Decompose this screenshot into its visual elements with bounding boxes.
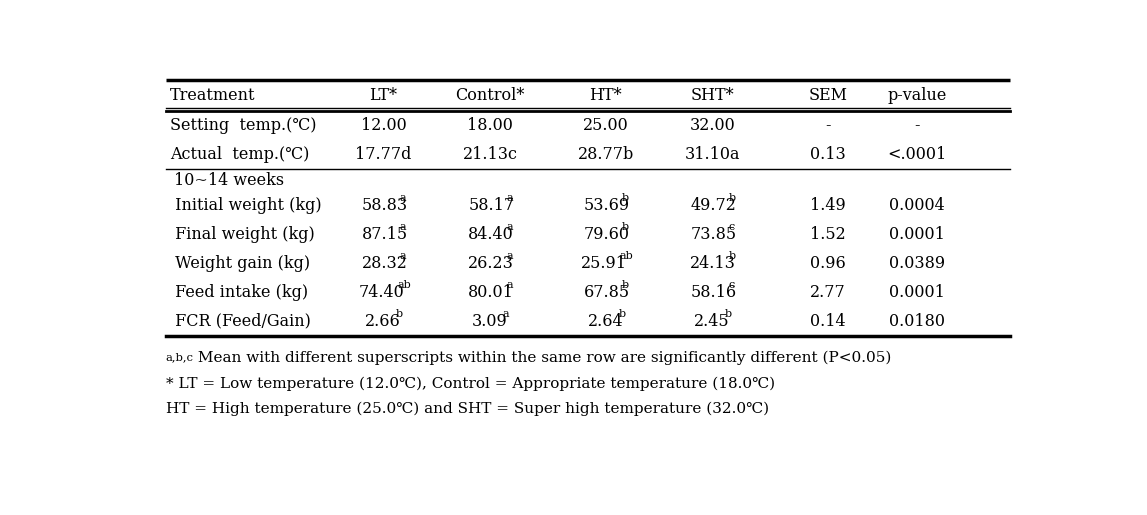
- Text: 58.16: 58.16: [690, 284, 736, 301]
- Text: SEM: SEM: [809, 87, 848, 104]
- Text: ab: ab: [397, 280, 411, 289]
- Text: 0.0004: 0.0004: [889, 197, 945, 214]
- Text: b: b: [725, 308, 732, 318]
- Text: Setting  temp.(℃): Setting temp.(℃): [170, 117, 317, 134]
- Text: 2.45: 2.45: [694, 313, 729, 330]
- Text: a: a: [502, 308, 509, 318]
- Text: Final weight (kg): Final weight (kg): [170, 226, 314, 243]
- Text: <.0001: <.0001: [887, 146, 946, 163]
- Text: -: -: [825, 117, 830, 134]
- Text: SHT*: SHT*: [690, 87, 734, 104]
- Text: 32.00: 32.00: [689, 117, 735, 134]
- Text: 0.0001: 0.0001: [889, 226, 945, 243]
- Text: 58.17: 58.17: [468, 197, 514, 214]
- Text: 53.69: 53.69: [584, 197, 630, 214]
- Text: c: c: [728, 221, 735, 232]
- Text: 58.83: 58.83: [361, 197, 407, 214]
- Text: FCR (Feed/Gain): FCR (Feed/Gain): [170, 313, 311, 330]
- Text: 79.60: 79.60: [584, 226, 630, 243]
- Text: b: b: [396, 308, 404, 318]
- Text: 84.40: 84.40: [468, 226, 514, 243]
- Text: 87.15: 87.15: [361, 226, 407, 243]
- Text: 18.00: 18.00: [467, 117, 513, 134]
- Text: 0.96: 0.96: [810, 255, 845, 272]
- Text: 2.77: 2.77: [810, 284, 845, 301]
- Text: 24.13: 24.13: [690, 255, 736, 272]
- Text: 67.85: 67.85: [584, 284, 630, 301]
- Text: b: b: [618, 308, 625, 318]
- Text: b: b: [622, 193, 630, 203]
- Text: 2.66: 2.66: [366, 313, 401, 330]
- Text: * LT = Low temperature (12.0℃), Control = Appropriate temperature (18.0℃): * LT = Low temperature (12.0℃), Control …: [165, 376, 774, 390]
- Text: 0.0001: 0.0001: [889, 284, 945, 301]
- Text: a: a: [400, 251, 406, 261]
- Text: c: c: [728, 280, 735, 289]
- Text: HT = High temperature (25.0℃) and SHT = Super high temperature (32.0℃): HT = High temperature (25.0℃) and SHT = …: [165, 402, 768, 416]
- Text: Actual  temp.(℃): Actual temp.(℃): [170, 146, 310, 163]
- Text: 31.10a: 31.10a: [685, 146, 740, 163]
- Text: b: b: [728, 251, 736, 261]
- Text: 0.0180: 0.0180: [889, 313, 945, 330]
- Text: Feed intake (kg): Feed intake (kg): [170, 284, 309, 301]
- Text: 21.13c: 21.13c: [462, 146, 517, 163]
- Text: 2.64: 2.64: [587, 313, 623, 330]
- Text: 26.23: 26.23: [468, 255, 514, 272]
- Text: b: b: [728, 193, 736, 203]
- Text: a,b,c: a,b,c: [165, 353, 194, 363]
- Text: b: b: [622, 280, 630, 289]
- Text: 28.32: 28.32: [361, 255, 407, 272]
- Text: HT*: HT*: [590, 87, 622, 104]
- Text: 0.0389: 0.0389: [889, 255, 945, 272]
- Text: Control*: Control*: [455, 87, 524, 104]
- Text: a: a: [400, 193, 406, 203]
- Text: 80.01: 80.01: [468, 284, 514, 301]
- Text: ab: ab: [619, 251, 633, 261]
- Text: a: a: [507, 193, 513, 203]
- Text: 25.00: 25.00: [583, 117, 629, 134]
- Text: Initial weight (kg): Initial weight (kg): [170, 197, 321, 214]
- Text: a: a: [400, 221, 406, 232]
- Text: 3.09: 3.09: [473, 313, 508, 330]
- Text: 10~14 weeks: 10~14 weeks: [174, 171, 284, 188]
- Text: 0.13: 0.13: [810, 146, 845, 163]
- Text: 1.49: 1.49: [810, 197, 845, 214]
- Text: a: a: [507, 280, 513, 289]
- Text: Mean with different superscripts within the same row are significantly different: Mean with different superscripts within …: [193, 350, 891, 365]
- Text: b: b: [622, 221, 630, 232]
- Text: p-value: p-value: [887, 87, 946, 104]
- Text: Weight gain (kg): Weight gain (kg): [170, 255, 310, 272]
- Text: Treatment: Treatment: [170, 87, 256, 104]
- Text: 25.91: 25.91: [582, 255, 627, 272]
- Text: 49.72: 49.72: [690, 197, 736, 214]
- Text: 12.00: 12.00: [360, 117, 406, 134]
- Text: 0.14: 0.14: [810, 313, 845, 330]
- Text: -: -: [914, 117, 920, 134]
- Text: 1.52: 1.52: [810, 226, 845, 243]
- Text: 17.77d: 17.77d: [356, 146, 412, 163]
- Text: LT*: LT*: [369, 87, 397, 104]
- Text: 73.85: 73.85: [690, 226, 736, 243]
- Text: a: a: [507, 251, 513, 261]
- Text: 28.77b: 28.77b: [577, 146, 634, 163]
- Text: a: a: [507, 221, 513, 232]
- Text: 74.40: 74.40: [359, 284, 405, 301]
